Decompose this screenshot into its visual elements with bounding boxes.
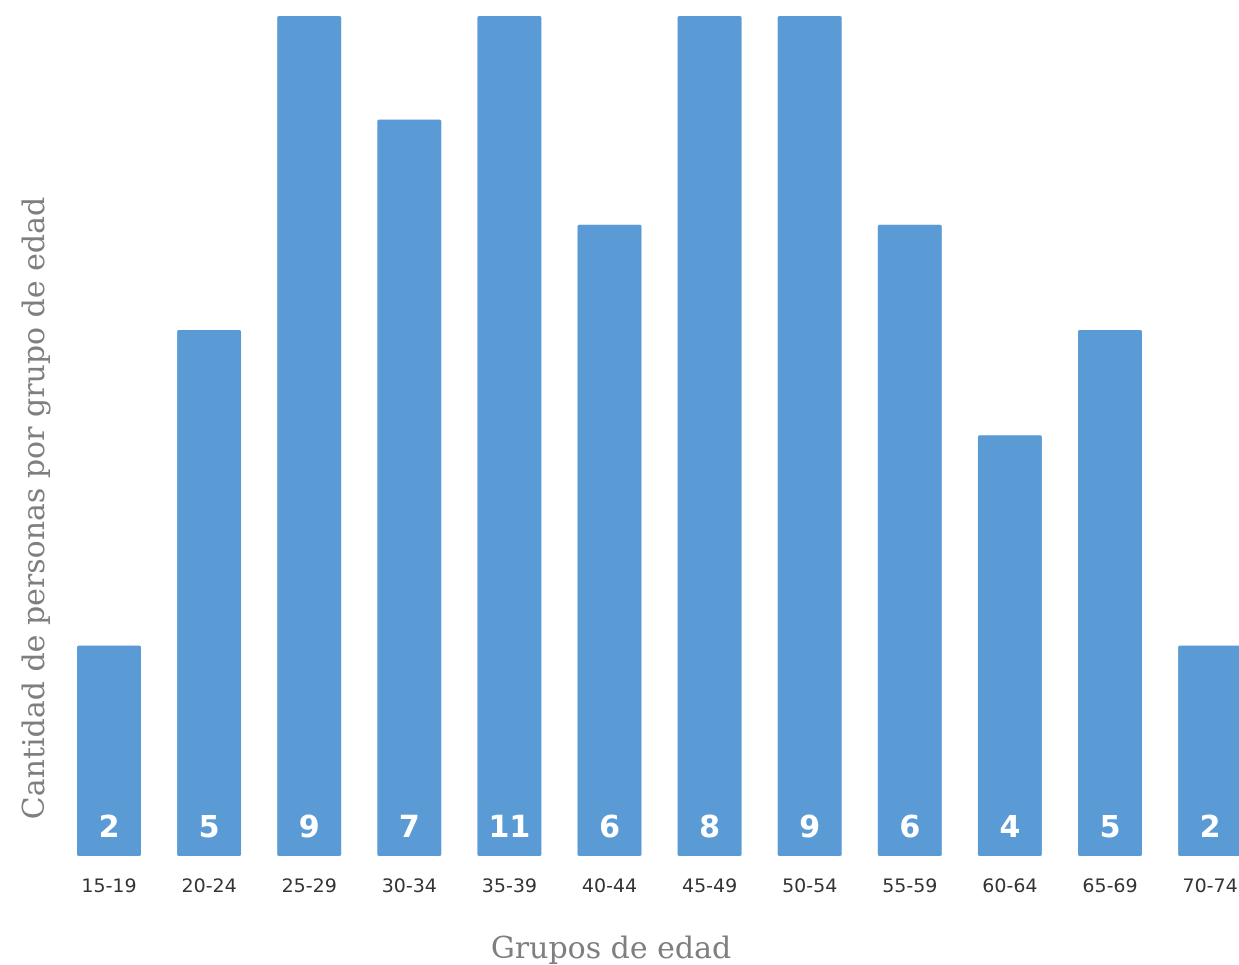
bar-50-54 <box>777 16 842 856</box>
x-tick-label-45-49: 45-49 <box>682 875 737 897</box>
bar-30-34 <box>377 119 442 857</box>
bar-15-19 <box>77 645 141 856</box>
data-label-65-69: 5 <box>1100 810 1121 845</box>
bar-70-74 <box>1178 645 1239 856</box>
data-label-45-49: 8 <box>699 810 720 845</box>
data-label-35-39: 11 <box>489 810 531 845</box>
data-label-70-74: 2 <box>1200 810 1221 845</box>
x-tick-label-40-44: 40-44 <box>582 875 637 897</box>
x-tick-label-15-19: 15-19 <box>81 875 136 897</box>
data-labels-group: 2 5 9 7 11 6 8 9 6 4 5 2 <box>99 810 1221 845</box>
x-tick-label-35-39: 35-39 <box>482 875 537 897</box>
data-label-20-24: 5 <box>199 810 220 845</box>
bars-group <box>77 16 1239 857</box>
x-tick-label-55-59: 55-59 <box>882 875 937 897</box>
bar-55-59 <box>877 224 942 857</box>
x-tick-label-20-24: 20-24 <box>181 875 236 897</box>
data-label-30-34: 7 <box>399 810 420 845</box>
x-tick-label-50-54: 50-54 <box>782 875 837 897</box>
bar-35-39 <box>477 16 542 856</box>
data-label-50-54: 9 <box>799 810 820 845</box>
data-label-40-44: 6 <box>599 810 620 845</box>
data-label-15-19: 2 <box>99 810 120 845</box>
bar-60-64 <box>977 435 1042 856</box>
x-tick-label-25-29: 25-29 <box>282 875 337 897</box>
x-tick-label-30-34: 30-34 <box>382 875 437 897</box>
bar-25-29 <box>277 16 342 856</box>
x-tick-label-70-74: 70-74 <box>1182 875 1237 897</box>
x-tick-label-60-64: 60-64 <box>982 875 1037 897</box>
data-label-60-64: 4 <box>999 810 1020 845</box>
bar-65-69 <box>1078 330 1142 856</box>
bar-40-44 <box>577 224 642 857</box>
bar-45-49 <box>677 16 742 856</box>
y-axis-title: Cantidad de personas por grupo de edad <box>17 197 52 819</box>
x-axis-title: Grupos de edad <box>491 931 731 965</box>
data-label-55-59: 6 <box>899 810 920 845</box>
x-tick-label-65-69: 65-69 <box>1082 875 1137 897</box>
data-label-25-29: 9 <box>299 810 320 845</box>
x-tick-labels-group: 15-19 20-24 25-29 30-34 35-39 40-44 45-49 50-54… <box>81 875 1237 897</box>
bar-20-24 <box>177 330 242 856</box>
